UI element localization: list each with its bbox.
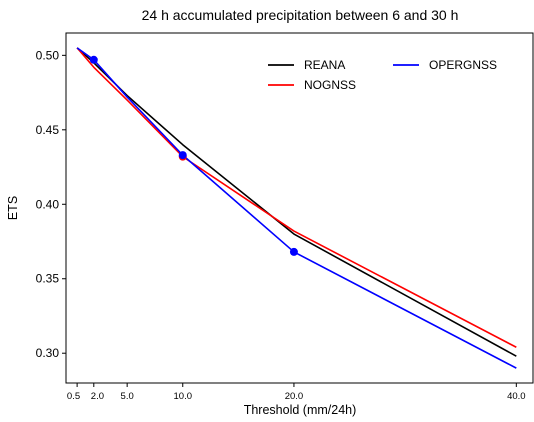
series-lines — [76, 47, 517, 369]
data-point-opergnss — [289, 247, 298, 256]
data-point-opergnss — [89, 55, 98, 64]
plot-frame — [65, 32, 534, 384]
x-tick-label: 40.0 — [507, 391, 526, 402]
x-tick-label: 0.5 — [67, 391, 80, 402]
x-axis-label: Threshold (mm/24h) — [244, 403, 357, 417]
x-tick-label: 2.0 — [91, 391, 104, 402]
series-line-nognss — [76, 47, 517, 348]
legend-label-reana: REANA — [304, 58, 345, 72]
chart-title: 24 h accumulated precipitation between 6… — [142, 7, 459, 23]
y-tick-label: 0.45 — [36, 123, 60, 137]
y-tick-label: 0.50 — [36, 48, 60, 62]
x-tick-label: 5.0 — [121, 391, 134, 402]
y-tick-label: 0.30 — [36, 346, 60, 360]
series-markers — [89, 55, 298, 256]
legend-label-nognss: NOGNSS — [304, 78, 356, 92]
series-line-reana — [76, 47, 517, 357]
legend-label-opergnss: OPERGNSS — [429, 58, 497, 72]
x-tick-label: 20.0 — [285, 391, 304, 402]
x-axis: 0.5 2.0 5.0 10.0 20.0 40.0 — [67, 383, 526, 402]
x-tick-label: 10.0 — [174, 391, 193, 402]
legend: REANA NOGNSS OPERGNSS — [268, 58, 497, 92]
y-tick-label: 0.35 — [36, 272, 60, 286]
data-point-opergnss — [178, 151, 187, 160]
y-axis: 0.30 0.35 0.40 0.45 0.50 — [36, 48, 66, 360]
y-tick-label: 0.40 — [36, 197, 60, 211]
y-axis-label: ETS — [6, 196, 20, 220]
